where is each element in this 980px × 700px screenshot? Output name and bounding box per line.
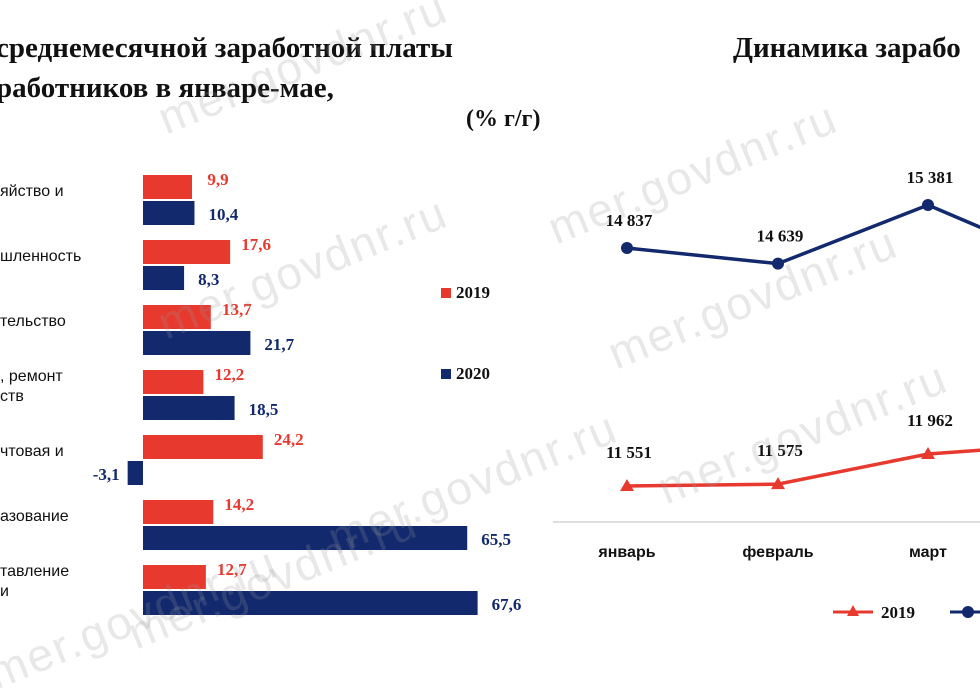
category-label: тавление	[0, 563, 69, 580]
line-2019-point	[771, 477, 785, 490]
category-label: азование	[0, 508, 69, 525]
x-tick-label: февраль	[742, 544, 813, 561]
line-2019-value-label: 11 575	[757, 441, 803, 460]
legend-line-2020-marker	[962, 606, 974, 618]
bar-2019-value-label: 24,2	[274, 430, 304, 449]
legend-line-2019-label: 2019	[881, 603, 915, 622]
line-2020-path	[626, 203, 980, 266]
line-2019-point	[921, 447, 935, 459]
bar-2020-value-label: 65,5	[481, 530, 511, 549]
bar-2020	[143, 591, 478, 615]
line-2020-value-label: 15 381	[907, 168, 954, 187]
bar-2020	[143, 266, 185, 290]
bar-2019	[143, 175, 193, 199]
bar-2019	[143, 240, 231, 264]
bar-2020	[143, 396, 235, 420]
charts-canvas: яйство и 9,9 10,4 шленность 17,6 8,3 тельство 1…	[0, 168, 980, 622]
bar-2020-value-label: 10,4	[208, 205, 238, 224]
right-chart-title: Динамика зарабо	[733, 32, 961, 64]
category-label: шленность	[0, 248, 81, 265]
bar-2019	[143, 565, 206, 589]
bar-2020-value-label: 8,3	[198, 270, 219, 289]
category-label: и	[0, 583, 9, 600]
line-2019-point	[620, 479, 634, 491]
bar-2019	[143, 305, 211, 329]
line-2020-point	[922, 199, 934, 211]
bar-2020	[143, 201, 195, 225]
bar-2020-value-label: 67,6	[492, 595, 522, 614]
bar-2020-value-label: 18,5	[249, 400, 279, 419]
category-label: , ремонт	[0, 368, 63, 385]
bar-2019-value-label: 12,7	[217, 560, 247, 579]
line-2020-value-label: 14 837	[606, 211, 653, 230]
line-2020-value-label: 14 639	[757, 227, 804, 246]
line-2020-point	[772, 257, 784, 270]
unit-label: (% г/г)	[466, 106, 541, 132]
bar-2019-value-label: 17,6	[241, 235, 271, 254]
bar-2020	[143, 526, 468, 550]
bar-2019	[143, 500, 214, 524]
x-tick-label: январь	[597, 544, 655, 561]
line-2019-value-label: 11 962	[907, 411, 953, 430]
legend-2019-label: 2019	[456, 283, 490, 302]
legend-2019-swatch	[441, 288, 451, 298]
category-label: ств	[0, 388, 24, 405]
bar-2020-value-label: -3,1	[93, 465, 120, 484]
legend-2020-label: 2020	[456, 364, 490, 383]
bar-2019-value-label: 9,9	[207, 170, 228, 189]
category-label: тельство	[0, 313, 66, 330]
category-label: яйство и	[0, 183, 64, 200]
bar-2020	[143, 331, 251, 355]
category-label: чтовая и	[0, 443, 64, 460]
bar-2019	[143, 370, 204, 394]
line-2019-path	[626, 448, 980, 488]
legend-2020-swatch	[441, 369, 451, 379]
bar-2020	[127, 461, 143, 485]
x-tick-label: март	[909, 544, 947, 561]
line-2019-value-label: 11 551	[606, 443, 652, 462]
bar-2019-value-label: 14,2	[224, 495, 254, 514]
bar-2020-value-label: 21,7	[264, 335, 294, 354]
bar-2019	[143, 435, 263, 459]
bar-2019-value-label: 12,2	[215, 365, 245, 384]
line-2020-point	[621, 242, 633, 254]
bar-2019-value-label: 13,7	[222, 300, 252, 319]
legend-line-2019-marker	[847, 605, 859, 616]
left-chart-title: среднемесячной заработной платы работник…	[0, 32, 453, 104]
